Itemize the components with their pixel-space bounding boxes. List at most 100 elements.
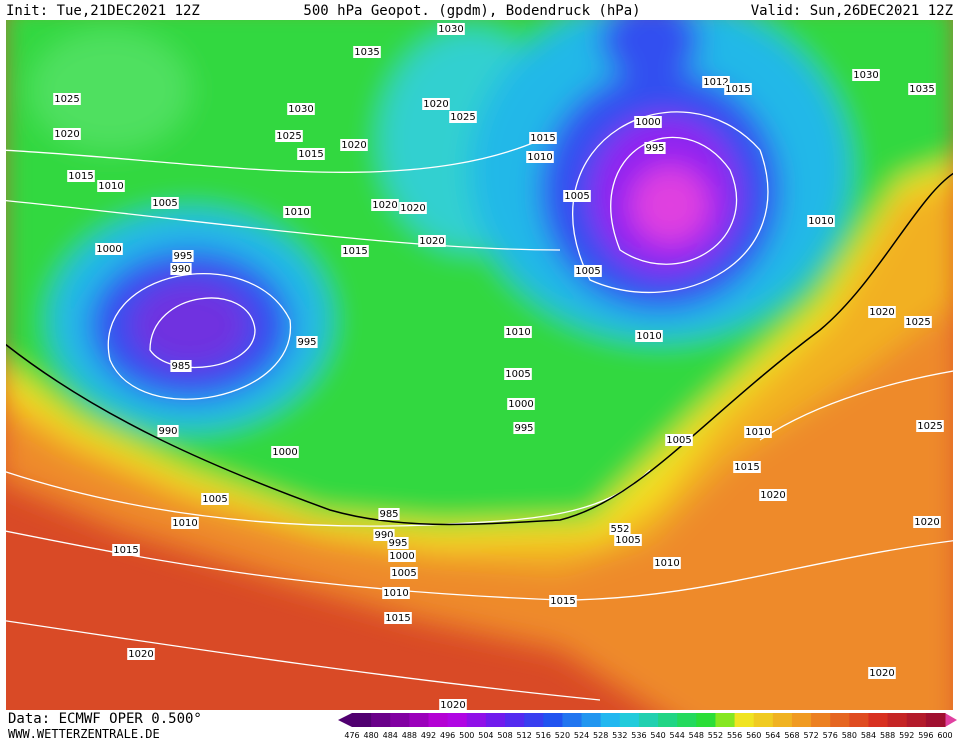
colorbar-label: 528 <box>593 731 608 740</box>
isobar-label: 995 <box>645 143 664 154</box>
colorbar-swatch <box>658 713 678 727</box>
label-bg <box>172 250 194 262</box>
label-bg <box>437 23 465 35</box>
label-bg <box>53 128 81 140</box>
colorbar-label: 524 <box>574 731 589 740</box>
isobar-label: 1020 <box>914 517 939 528</box>
colorbar-swatch <box>428 713 449 727</box>
colorbar-arrow <box>945 713 957 727</box>
isobar-label: 1000 <box>389 551 414 562</box>
map-title: 500 hPa Geopot. (gpdm), Bodendruck (hPa) <box>303 3 640 19</box>
label-bg <box>170 263 192 275</box>
colorbar-label: 580 <box>842 731 857 740</box>
label-bg <box>97 180 125 192</box>
colorbar-label: 556 <box>727 731 742 740</box>
isobar-label: 1000 <box>508 399 533 410</box>
colorbar-label: 584 <box>861 731 876 740</box>
colorbar-label: 512 <box>517 731 532 740</box>
label-bg <box>371 199 399 211</box>
colorbar-swatch <box>466 713 487 727</box>
colorbar: 476 480 484 488 492 496 500 504 508 512 516 520 524 5… <box>338 713 957 740</box>
label-bg <box>297 148 325 160</box>
colorbar-swatch <box>830 713 850 727</box>
isobar-label: 1015 <box>342 246 367 257</box>
isobar-label: 1010 <box>172 518 197 529</box>
label-bg <box>378 508 400 520</box>
label-bg <box>399 202 427 214</box>
label-bg <box>201 493 229 505</box>
isobar-label: 1005 <box>575 266 600 277</box>
colorbar-label: 504 <box>478 731 493 740</box>
isobar-label: 1035 <box>909 84 934 95</box>
colorbar-swatch <box>696 713 716 727</box>
colorbar-swatch <box>734 713 755 727</box>
label-bg <box>526 151 554 163</box>
colorbar-swatch <box>409 713 430 727</box>
colorbar-swatch <box>524 713 544 727</box>
label-bg <box>449 111 477 123</box>
isobar-label: 1015 <box>113 545 138 556</box>
label-bg <box>296 336 318 348</box>
isobar-label: 1035 <box>354 47 379 58</box>
isobar-label: 1012 <box>703 77 728 88</box>
colorbar-label: 544 <box>670 731 685 740</box>
colorbar-label: 596 <box>918 731 933 740</box>
label-bg <box>387 537 409 549</box>
label-bg <box>916 420 944 432</box>
isobar-label: 1015 <box>298 149 323 160</box>
isobar-label: 995 <box>514 423 533 434</box>
colorbar-swatch <box>811 713 831 727</box>
isobar-label: 1010 <box>636 331 661 342</box>
label-bg <box>171 517 199 529</box>
colorbar-label: 492 <box>421 731 436 740</box>
isobar-label: 1005 <box>152 198 177 209</box>
isobar-label: 1020 <box>760 490 785 501</box>
isobar-label: 552 <box>610 524 629 535</box>
isobar-label: 1015 <box>734 462 759 473</box>
colorbar-label: 484 <box>383 731 398 740</box>
colorbar-label: 548 <box>689 731 704 740</box>
isobar-label: 1015 <box>68 171 93 182</box>
isobar-label: 995 <box>297 337 316 348</box>
label-bg <box>390 567 418 579</box>
isobar-label: 1005 <box>615 535 640 546</box>
colorbar-label: 520 <box>555 731 570 740</box>
label-bg <box>112 544 140 556</box>
label-bg <box>653 557 681 569</box>
label-bg <box>759 489 787 501</box>
label-bg <box>95 243 123 255</box>
label-bg <box>439 699 467 711</box>
isobar-label: 1030 <box>288 104 313 115</box>
header-bar <box>0 0 959 20</box>
isobar-label: 1025 <box>905 317 930 328</box>
label-bg <box>614 534 642 546</box>
isobar-label: 995 <box>388 538 407 549</box>
isobar-label: 990 <box>171 264 190 275</box>
isobar-label: 1010 <box>284 207 309 218</box>
isobar-label: 1015 <box>530 133 555 144</box>
isobar-label: 1020 <box>440 700 465 711</box>
colorbar-label: 508 <box>497 731 512 740</box>
label-bg <box>353 46 381 58</box>
colorbar-label: 576 <box>823 731 838 740</box>
isobar-label: 1030 <box>438 24 463 35</box>
colorbar-label: 540 <box>650 731 665 740</box>
isobar-label: 990 <box>374 530 393 541</box>
colorbar-swatch <box>581 713 602 727</box>
colorbar-swatch <box>619 713 640 727</box>
label-bg <box>733 461 761 473</box>
label-bg <box>513 422 535 434</box>
colorbar-label: 500 <box>459 731 474 740</box>
isobar-label: 1010 <box>745 427 770 438</box>
colorbar-swatch <box>906 713 927 727</box>
colorbar-swatch <box>677 713 697 727</box>
isobar-label: 985 <box>379 509 398 520</box>
isobar-label: 1020 <box>128 649 153 660</box>
isobar-label: 1020 <box>400 203 425 214</box>
isobar-label: 1020 <box>869 307 894 318</box>
colorbar-label: 532 <box>612 731 627 740</box>
label-bg <box>868 667 896 679</box>
isobar-label: 1020 <box>341 140 366 151</box>
data-source: Data: ECMWF OPER 0.500° <box>8 711 202 727</box>
isobar-label: 1005 <box>666 435 691 446</box>
